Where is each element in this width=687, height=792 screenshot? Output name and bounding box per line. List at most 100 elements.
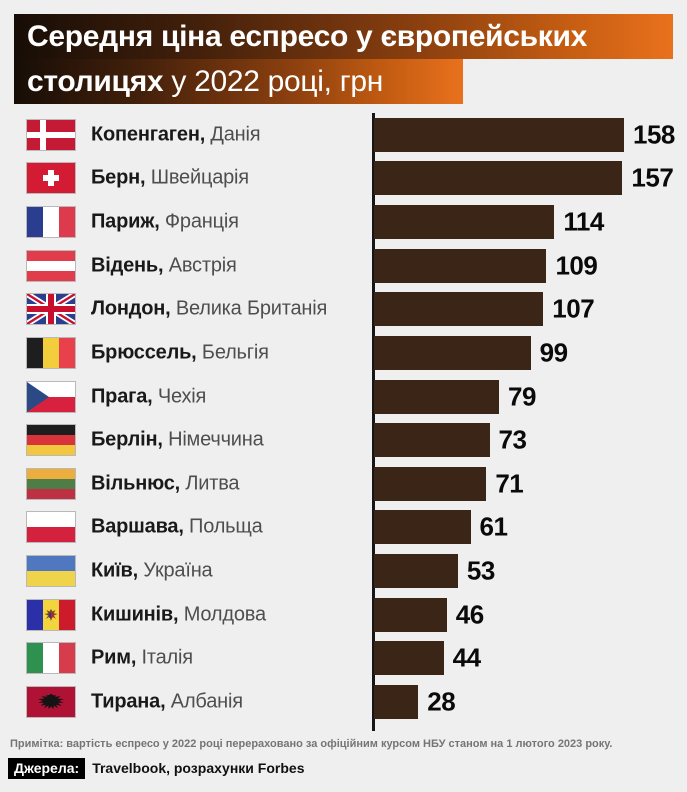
city-country-label: Париж, Франція (91, 211, 239, 234)
city-name: Прага, (91, 385, 153, 408)
chart-row: Кишинів, Молдова 46 (0, 593, 687, 637)
price-value: 107 (552, 293, 595, 324)
price-bar (374, 423, 490, 458)
axis-line (372, 113, 375, 731)
city-name: Рим, (91, 646, 137, 669)
chart-row: Копенгаген, Данія 158 (0, 113, 687, 157)
city-country-label: Копенгаген, Данія (91, 123, 261, 146)
price-value: 71 (495, 468, 524, 499)
chart-row: Тирана, Албанія 28 (0, 680, 687, 724)
chart-row: Брюссель, Бельгія 99 (0, 331, 687, 375)
country-name: Данія (205, 123, 261, 146)
chart-row: Київ, Україна 53 (0, 549, 687, 593)
country-name: Швейцарія (145, 166, 249, 189)
city-name: Відень, (91, 254, 164, 277)
city-country-label: Кишинів, Молдова (91, 603, 266, 626)
city-name: Тирана, (91, 690, 166, 713)
price-value: 61 (479, 511, 508, 542)
country-name: Бельгія (196, 341, 269, 364)
country-name: Польща (183, 515, 263, 538)
price-bar (374, 205, 555, 240)
city-country-label: Берлін, Німеччина (91, 429, 264, 452)
flag-moldova-icon (26, 598, 76, 631)
city-country-label: Берн, Швейцарія (91, 167, 249, 190)
country-name: Італія (136, 646, 194, 669)
title-line-2: столицях у 2022 році, грн (14, 59, 463, 104)
flag-france-icon (26, 206, 76, 239)
country-name: Німеччина (162, 428, 264, 451)
country-name: Литва (179, 472, 240, 495)
price-value: 109 (555, 250, 598, 281)
city-country-label: Вільнюс, Литва (91, 472, 240, 495)
chart-row: Берн, Швейцарія 157 (0, 157, 687, 201)
chart-rows: Копенгаген, Данія 158 Берн, Швейцарія 157 Па… (0, 113, 687, 724)
price-value: 46 (455, 599, 484, 630)
chart-row: Варшава, Польща 61 (0, 506, 687, 550)
country-name: Албанія (165, 690, 243, 713)
city-country-label: Відень, Австрія (91, 254, 237, 277)
price-value: 53 (466, 555, 495, 586)
flag-poland-icon (26, 511, 76, 544)
price-bar (374, 248, 547, 283)
chart-row: Лондон, Велика Британія 107 (0, 288, 687, 332)
price-bar (374, 466, 487, 501)
chart-row: Рим, Італія 44 (0, 637, 687, 681)
price-value: 73 (498, 424, 527, 455)
sources-text: Travelbook, розрахунки Forbes (92, 760, 305, 776)
price-bar (374, 117, 624, 152)
price-bar (374, 684, 419, 719)
city-country-label: Рим, Італія (91, 647, 193, 670)
flag-ukraine-icon (26, 555, 76, 588)
chart-title: Середня ціна еспресо у європейських стол… (14, 14, 673, 104)
flag-switzerland-icon (26, 162, 76, 195)
bar-chart: Копенгаген, Данія 158 Берн, Швейцарія 157 Па… (0, 113, 687, 731)
price-value: 114 (563, 206, 604, 237)
flag-belgium-icon (26, 336, 76, 369)
city-country-label: Брюссель, Бельгія (91, 341, 269, 364)
chart-row: Берлін, Німеччина 73 (0, 418, 687, 462)
sources-label: Джерела: (8, 758, 86, 779)
chart-row: Відень, Австрія 109 (0, 244, 687, 288)
price-bar (374, 379, 499, 414)
city-name: Лондон, (91, 297, 171, 320)
price-bar (374, 641, 444, 676)
city-name: Вільнюс, (91, 472, 180, 495)
chart-row: Прага, Чехія 79 (0, 375, 687, 419)
chart-row: Вільнюс, Литва 71 (0, 462, 687, 506)
price-bar (374, 510, 471, 545)
country-name: Молдова (178, 603, 266, 626)
price-value: 99 (539, 337, 568, 368)
city-name: Київ, (91, 559, 138, 582)
country-name: Австрія (163, 254, 237, 277)
sources-line: Джерела: Travelbook, розрахунки Forbes (8, 758, 305, 779)
country-name: Велика Британія (170, 297, 328, 320)
city-name: Варшава, (91, 515, 184, 538)
city-name: Париж, (91, 210, 160, 233)
price-bar (374, 597, 447, 632)
price-value: 158 (633, 119, 675, 150)
price-value: 28 (427, 686, 456, 717)
city-name: Копенгаген, (91, 123, 206, 146)
country-name: Чехія (152, 385, 207, 408)
price-bar (374, 554, 458, 589)
price-value: 79 (508, 381, 536, 412)
price-bar (374, 161, 623, 196)
city-name: Берлін, (91, 428, 163, 451)
country-name: Франція (159, 210, 239, 233)
flag-austria-icon (26, 249, 76, 282)
flag-denmark-icon (26, 118, 76, 151)
city-name: Кишинів, (91, 603, 179, 626)
footnote: Примітка: вартість еспресо у 2022 році п… (10, 738, 613, 750)
title-line-1: Середня ціна еспресо у європейських (14, 14, 673, 59)
city-country-label: Прага, Чехія (91, 385, 206, 408)
flag-albania-icon (26, 685, 76, 718)
chart-row: Париж, Франція 114 (0, 200, 687, 244)
price-value: 157 (631, 162, 674, 193)
title-line-2-bold: столицях (27, 65, 164, 98)
title-line-1-text: Середня ціна еспресо у європейських (27, 20, 588, 53)
country-name: Україна (137, 559, 213, 582)
flag-germany-icon (26, 424, 76, 457)
price-value: 44 (452, 642, 481, 673)
city-name: Берн, (91, 166, 146, 189)
